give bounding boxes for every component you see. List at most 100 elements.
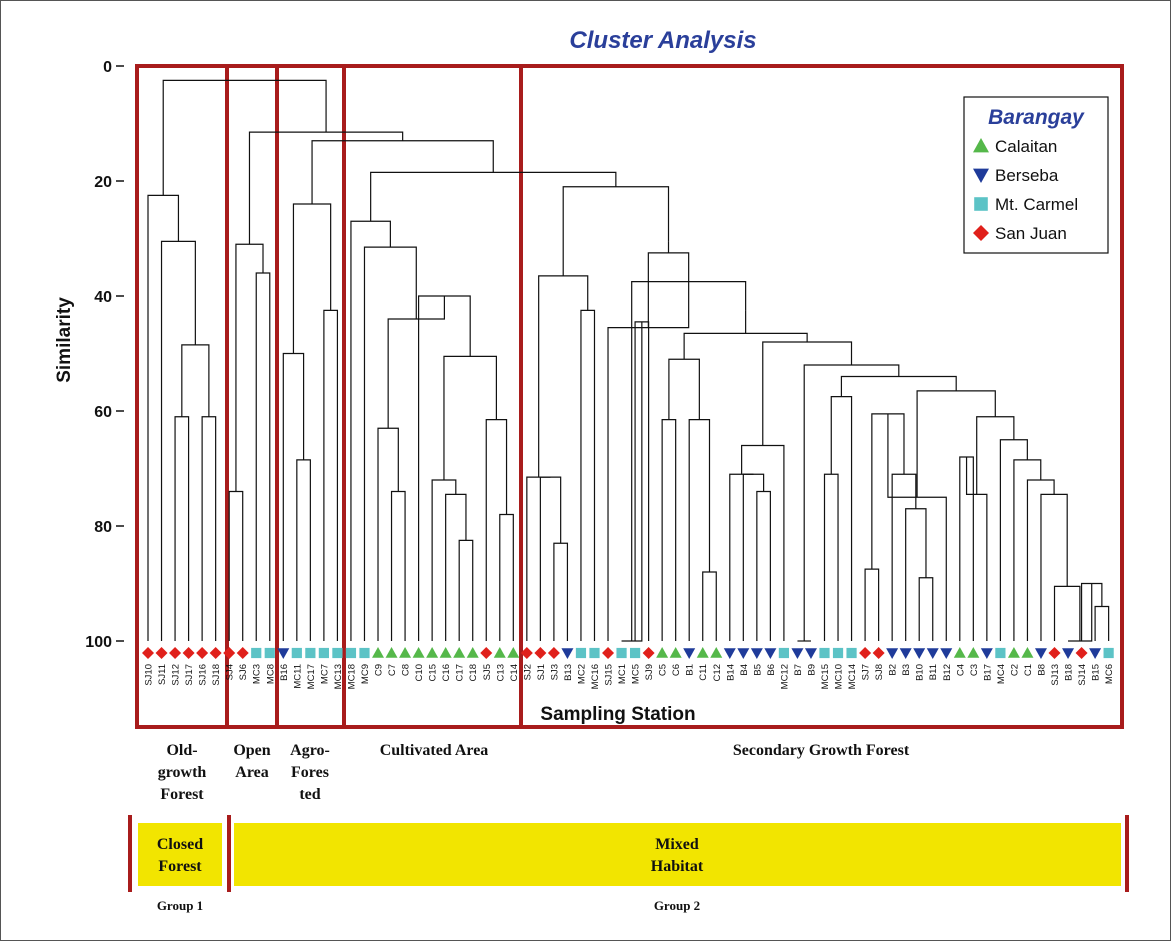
dendrogram-link [688,419,711,641]
leaf-marker [1103,647,1114,659]
leaf-label: B2 [888,664,899,676]
legend: Barangay Calaitan Berseba Mt. Carmel San Jua… [963,96,1109,254]
leaf-label: C7 [387,664,398,676]
leaf-label: SJ7 [861,664,872,680]
dendrogram-link [864,568,880,641]
leaf-marker [899,648,912,659]
leaf-marker [1048,647,1061,659]
legend-entry: Berseba [995,166,1059,185]
leaf-label: B7 [793,664,804,676]
leaf-marker [683,648,696,659]
leaf-label: SJ3 [549,664,560,680]
leaf-label: SJ17 [184,664,195,686]
leaf-label: MC10 [834,664,845,689]
leaf-marker [1034,648,1047,659]
leaf-label: C18 [468,664,479,681]
leaf-marker [629,647,641,659]
legend-marker-calaitan [973,138,989,153]
dendrogram-link [840,375,957,397]
leaf-marker [1075,647,1088,659]
leaf-marker [575,647,587,659]
leaf-label: B4 [739,664,750,676]
legend-entry: Calaitan [995,137,1057,156]
leaf-label: B6 [766,664,777,676]
habitat-label: Cultivated Area [380,742,489,759]
dendrogram-link [323,309,339,641]
dendrogram-link [458,539,474,641]
leaf-marker [493,647,506,658]
dendrogram-link [282,352,305,641]
dendrogram-link [499,513,514,641]
leaf-marker [696,647,709,658]
legend-marker-mt-carmel [974,197,988,211]
leaf-label: B3 [901,664,912,676]
dendrogram-link [370,171,617,222]
dendrogram-link [160,240,196,641]
leaf-labels: SJ10 SJ11 SJ12 SJ17 SJ16 SJ18 SJ4 SJ6 MC3 MC8 B16 M… [144,664,1116,689]
leaf-label: C12 [712,664,723,681]
leaf-label: B16 [279,664,290,681]
legend-marker-san-juan [973,225,989,241]
leaf-label: SJ2 [522,664,533,680]
leaf-label: C10 [414,664,425,681]
leaf-marker [778,647,790,659]
dendrogram-link [683,332,808,360]
leaf-marker [264,647,275,659]
leaf-label: MC9 [360,664,371,684]
leaf-marker [669,647,682,658]
dendrogram-link [526,476,551,641]
dendrogram-link [1094,605,1110,641]
leaf-marker [372,647,385,658]
leaf-label: MC11 [292,664,303,689]
leaf-label: B10 [915,664,926,681]
leaf-marker [980,648,993,659]
leaf-label: B14 [725,664,736,681]
leaf-marker [1007,647,1020,658]
dendrogram-link [255,272,271,641]
group-band-2 [234,823,1121,886]
leaf-label: B13 [563,664,574,681]
legend-marker-berseba [973,168,989,183]
legend-entry: Mt. Carmel [995,195,1078,214]
dendrogram-link [485,419,508,641]
leaf-marker [561,648,574,659]
leaf-label: MC4 [996,664,1007,684]
leaf-label: B9 [806,664,817,676]
leaf-marker [182,647,195,659]
leaf-marker [332,647,343,659]
group-label: Group 2 [654,898,700,913]
leaf-label: C17 [455,664,466,681]
y-tick-label: 40 [94,289,112,306]
y-tick-label: 80 [94,519,112,536]
leaf-marker [385,647,398,658]
leaf-label: MC15 [820,664,831,689]
y-tick-label: 0 [103,59,112,76]
habitat-box-5 [519,64,1124,729]
leaf-label: MC6 [1104,664,1115,684]
leaf-label: C9 [374,664,385,676]
leaf-label: B18 [1064,664,1075,681]
leaf-label: SJ10 [144,664,155,686]
leaf-marker [913,648,926,659]
leaf-marker [995,647,1006,659]
dendrogram-link [905,508,927,641]
leaf-marker [412,647,425,658]
dendrogram-link [1068,583,1093,642]
leaf-label: MC16 [590,664,601,689]
leaf-marker [832,647,844,659]
leaf-label: MC5 [631,664,642,684]
leaf-marker [196,647,209,659]
leaf-label: SJ6 [238,664,249,680]
leaf-marker [737,648,750,659]
dendrogram-links [147,79,1110,642]
leaf-label: MC2 [576,664,587,684]
leaf-marker [750,648,763,659]
leaf-label: MC8 [265,664,276,684]
leaf-marker [940,648,953,659]
dendrogram-link [621,321,643,642]
leaf-marker [656,647,669,658]
leaf-label: C8 [401,664,412,676]
dendrogram-link [174,416,190,641]
leaf-marker [953,647,966,658]
leaf-label: MC14 [847,664,858,689]
